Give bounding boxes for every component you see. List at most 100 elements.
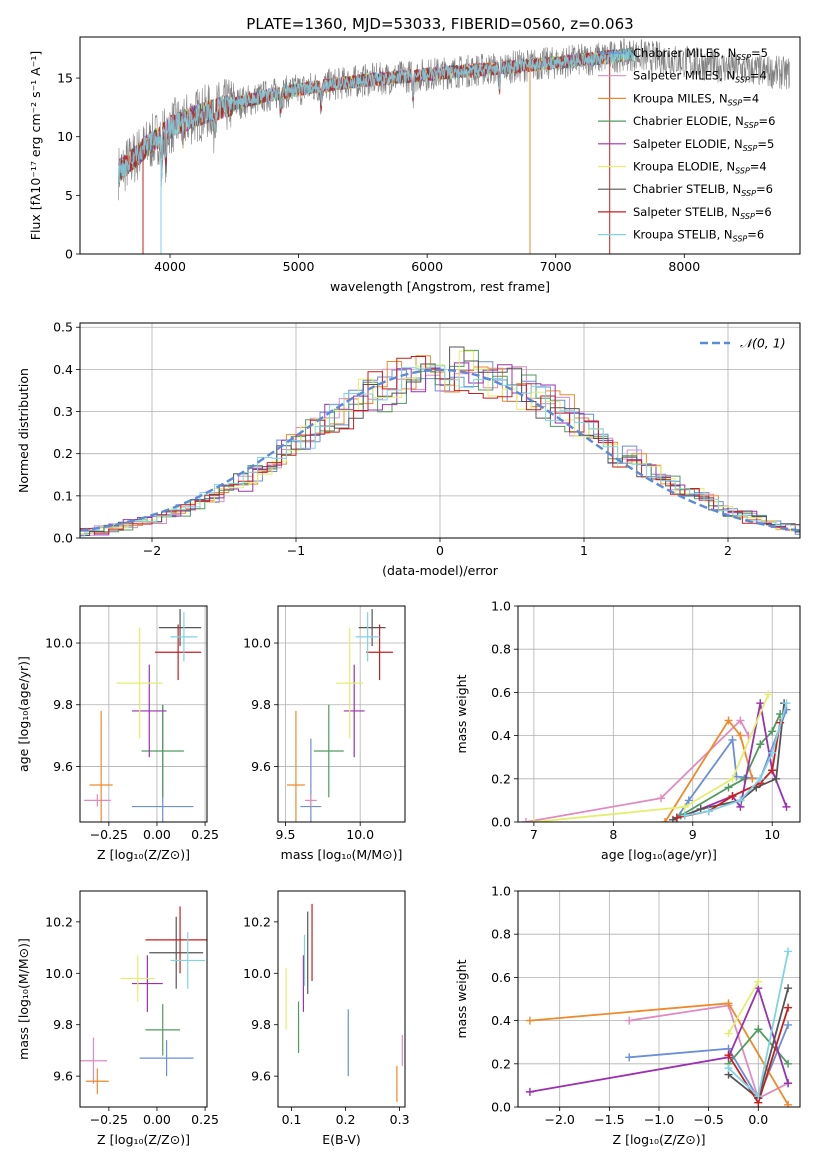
mass-weight-marker (656, 794, 665, 803)
x-tick-label: 2 (724, 543, 732, 558)
y-axis-label: mass weight (454, 674, 469, 753)
x-tick-label: −1.0 (644, 1112, 674, 1127)
gaussian-legend-label: 𝒩(0, 1) (740, 336, 786, 351)
mass-weight-marker (724, 783, 733, 792)
residual-histogram (80, 365, 800, 537)
mass-weight-marker (684, 796, 693, 805)
legend-entry: Chabrier MILES, NSSP=5 (633, 46, 768, 62)
mass-weight-marker (768, 766, 777, 775)
y-tick-label: 0.6 (491, 970, 511, 985)
y-tick-label: 0.1 (53, 488, 73, 503)
legend-entry: Salpeter STELIB, NSSP=6 (633, 205, 772, 221)
y-tick-label: 9.8 (251, 697, 271, 712)
mass-weight-marker (764, 690, 773, 699)
mass-weight-marker (754, 1092, 763, 1101)
legend-entry: Salpeter ELODIE, NSSP=5 (633, 137, 774, 153)
x-axis-label: Z [log₁₀(Z/Z⊙)] (97, 1132, 190, 1147)
x-tick-label: −0.5 (693, 1112, 723, 1127)
x-tick-label: 8000 (668, 259, 700, 274)
plot-area (80, 346, 800, 537)
x-tick-label: 4000 (154, 259, 186, 274)
x-tick-label: 0.25 (191, 1112, 219, 1127)
x-axis-label: E(B-V) (322, 1132, 361, 1147)
x-tick-label: 8 (609, 827, 617, 842)
x-tick-label: 0.3 (390, 1112, 410, 1127)
x-axis-label: age [log₁₀(age/yr)] (601, 847, 717, 862)
x-tick-label: −1.5 (594, 1112, 624, 1127)
x-axis-label: (data-model)/error (382, 563, 499, 578)
axes-frame (517, 605, 801, 823)
mass-weight-line (525, 719, 750, 822)
mass-weight-marker (772, 774, 781, 783)
axes-frame (79, 36, 801, 255)
x-tick-label: 7 (530, 827, 538, 842)
plot-area (285, 903, 403, 1102)
mass-weight-marker (724, 1029, 733, 1038)
y-tick-label: 9.6 (251, 1069, 271, 1084)
mass-weight-marker (736, 796, 745, 805)
mass-weight-marker (680, 802, 689, 811)
mass-weight-marker (784, 1020, 793, 1029)
x-tick-label: 6000 (411, 259, 443, 274)
legend-entry: Kroupa STELIB, NSSP=6 (633, 228, 764, 244)
x-tick-label: 9.5 (276, 827, 296, 842)
y-axis-label: Normed distribution (16, 368, 31, 493)
y-tick-label: 0.4 (53, 362, 73, 377)
mass-weight-marker (521, 818, 530, 822)
x-tick-label: −2.0 (545, 1112, 575, 1127)
mass-weight-line (684, 703, 788, 817)
panel-weight-vs-z: −2.0 −1.5 −1.0 −0.5 0.0 0.0 0.2 0.4 0.6 0.8 1.0 Z [… (454, 884, 801, 1147)
x-tick-label: 1 (580, 543, 588, 558)
axes-frame (277, 605, 406, 823)
mass-weight-marker (724, 999, 733, 1008)
mass-weight-line (680, 713, 781, 817)
x-tick-label: 10.0 (346, 827, 374, 842)
mass-weight-line (533, 694, 770, 822)
x-tick-label: 0.00 (143, 827, 171, 842)
y-tick-label: 10.2 (45, 914, 73, 929)
axes-frame (79, 890, 208, 1108)
mass-weight-marker (784, 1059, 793, 1068)
x-axis-label: mass [log₁₀(M/M⊙)] (281, 847, 403, 862)
mass-weight-line (684, 702, 788, 817)
mass-weight-line (529, 985, 789, 1093)
y-tick-label: 0.6 (491, 685, 511, 700)
x-tick-label: 0 (436, 543, 444, 558)
mass-weight-marker (756, 699, 765, 708)
mass-weight-marker (748, 774, 757, 783)
mass-weight-marker (724, 1051, 733, 1060)
figure-title: PLATE=1360, MJD=53033, FIBERID=0560, z=0… (246, 15, 633, 33)
x-axis-label: Z [log₁₀(Z/Z⊙)] (97, 847, 190, 862)
y-tick-label: 0.0 (491, 815, 511, 830)
y-tick-label: 10.0 (45, 966, 73, 981)
mass-weight-line (727, 981, 760, 1035)
mass-weight-marker (736, 716, 745, 725)
y-tick-label: 9.8 (53, 1017, 73, 1032)
y-tick-label: 1.0 (491, 599, 511, 614)
spectrum-model-line (118, 47, 636, 184)
y-tick-label: 0.5 (53, 320, 73, 335)
mass-weight-marker (784, 984, 793, 993)
x-tick-label: 0.00 (143, 1112, 171, 1127)
mass-weight-marker (728, 735, 737, 744)
plot-area (525, 947, 793, 1107)
axes-frame (517, 890, 801, 1108)
y-axis-label: mass [log₁₀(M/M⊙)] (16, 938, 31, 1060)
panel-weight-vs-age: 7 8 9 10 0.0 0.2 0.4 0.6 0.8 1.0 age [log₁₀(age/yr… (454, 599, 801, 862)
gaussian-curve (80, 368, 800, 532)
mass-weight-marker (782, 802, 791, 811)
mass-weight-marker (784, 1003, 793, 1012)
y-tick-label: 5 (65, 188, 73, 203)
mass-weight-marker (728, 774, 737, 783)
plot-area (80, 906, 207, 1095)
legend: Chabrier MILES, NSSP=5 Salpeter MILES, NS… (598, 46, 775, 244)
x-tick-label: −0.25 (90, 827, 128, 842)
mass-weight-marker (768, 748, 777, 757)
y-tick-label: 10.2 (243, 914, 271, 929)
mass-weight-marker (529, 818, 538, 822)
mass-weight-marker (525, 1087, 534, 1096)
mass-weight-marker (724, 1064, 733, 1073)
mass-weight-marker (660, 818, 669, 822)
panel-residuals: −2 −1 0 1 2 0.0 0.1 0.2 0.3 0.4 0.5 (data-model)/er… (16, 320, 801, 578)
mass-weight-line (672, 703, 785, 821)
